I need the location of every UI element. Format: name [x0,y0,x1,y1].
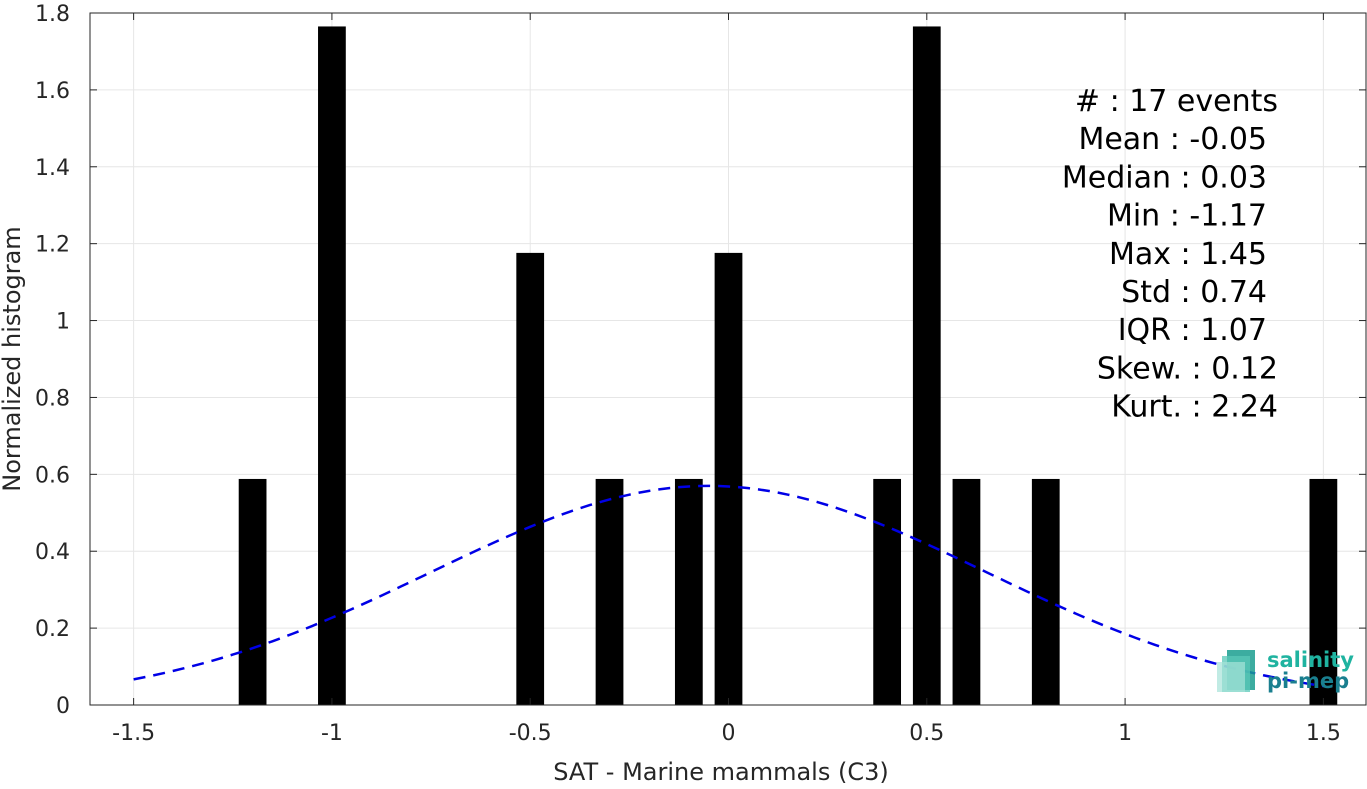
y-tick-label: 0.8 [35,386,70,411]
stats-line: Mean : -0.05 [1078,122,1267,157]
y-tick-label: 0 [56,694,70,719]
x-tick-label: 0.5 [909,721,944,746]
histogram-bars [238,26,1338,706]
y-tick-label: 0.4 [35,540,70,565]
x-axis-title: SAT - Marine mammals (C3) [553,758,888,785]
y-axis-title: Normalized histogram [0,226,26,491]
y-tick-label: 1.4 [35,156,70,181]
x-tick-label: -0.5 [509,721,552,746]
stats-line: Skew. : 0.12 [1097,351,1278,386]
histogram-bar [238,478,267,705]
stats-line: Max : 1.45 [1109,237,1267,272]
x-tick-label: -1 [321,721,343,746]
stats-line: IQR : 1.07 [1118,313,1267,348]
stats-line: Kurt. : 2.24 [1111,390,1278,425]
stats-line: Std : 0.74 [1121,275,1267,310]
y-tick-label: 0.2 [35,617,70,642]
histogram-bar [714,252,743,706]
fit-curve-line [133,484,1324,688]
y-tick-label: 1.2 [35,233,70,258]
y-tick-label: 0.6 [35,463,70,488]
histogram-bar [912,26,941,705]
x-tick-label: 0 [722,721,736,746]
x-tick-label: 1 [1118,721,1132,746]
stats-line: # : 17 events [1075,84,1278,119]
y-tick-label: 1 [56,310,70,335]
histogram-bar [516,252,545,706]
histogram-bar [674,478,703,705]
x-tick-label: 1.5 [1306,721,1341,746]
normal-fit-curve [133,484,1324,688]
salinity-pimep-logo: salinity pi-mep [1217,648,1354,693]
x-tick-label: -1.5 [112,721,155,746]
histogram-bar [1031,478,1060,705]
logo-text-pimep: pi-mep [1267,669,1349,693]
histogram-bar [318,26,346,705]
stats-line: Median : 0.03 [1062,160,1267,195]
histogram-bar [952,478,981,705]
histogram-bar [1309,478,1338,705]
logo-text-salinity: salinity [1267,648,1354,672]
histogram-bar [873,478,902,705]
logo-mark-icon [1217,650,1255,692]
y-tick-label: 1.6 [35,79,70,104]
tick-labels: -1.5 -1 -0.5 0 0.5 1 1.5 0 0.2 0.4 0.6 0.8 1 1.2 1.4 1.… [35,2,1341,746]
y-tick-label: 1.8 [35,2,70,27]
stats-line: Min : -1.17 [1107,199,1267,234]
axes [89,12,1367,706]
histogram-bar [595,478,624,705]
